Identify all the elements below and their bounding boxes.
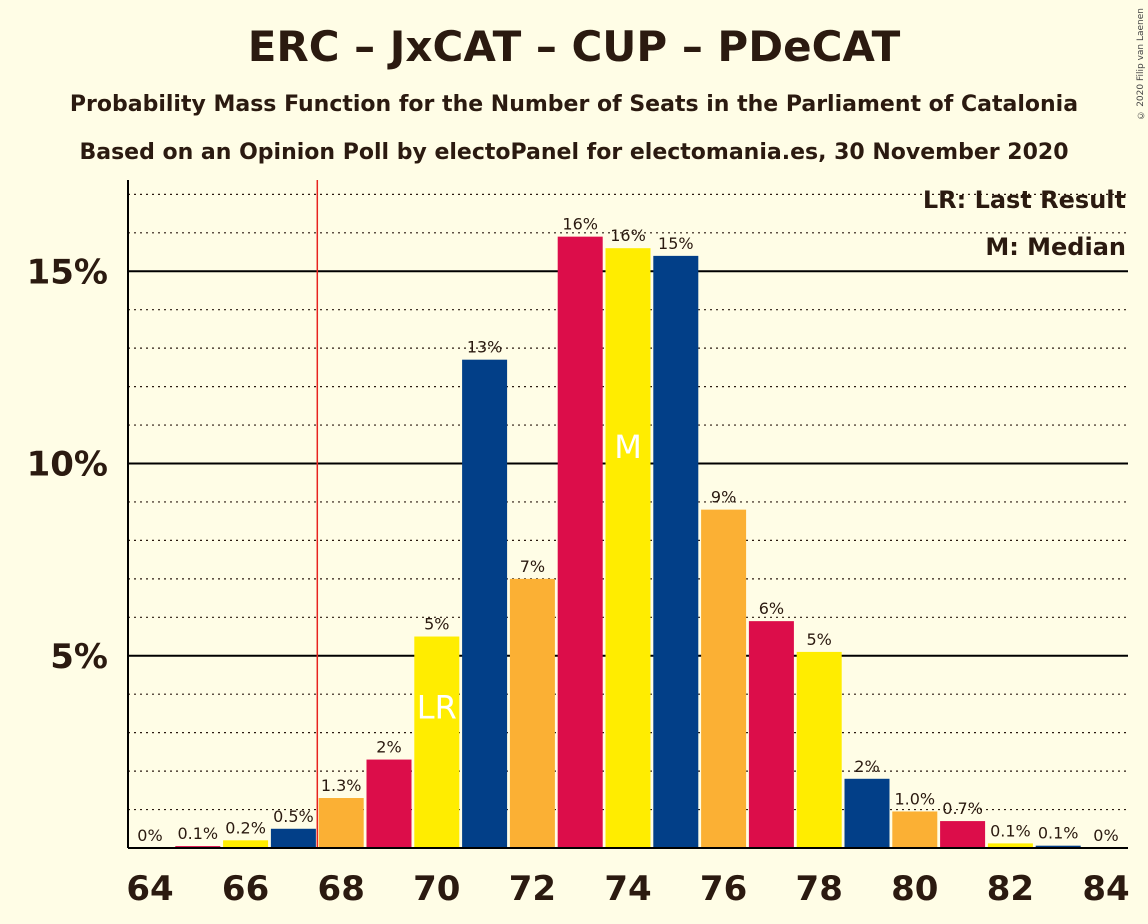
- data-label-seat-65: 0.1%: [177, 824, 218, 843]
- y-tick-label: 5%: [50, 637, 108, 677]
- data-label-seat-76: 9%: [711, 488, 736, 507]
- data-label-seat-80: 1.0%: [894, 789, 935, 808]
- bar-seat-75: [653, 255, 699, 848]
- median-marker: M: [614, 428, 642, 466]
- x-tick-label: 78: [796, 869, 843, 909]
- x-tick-label: 66: [222, 869, 269, 909]
- chart-title: ERC – JxCAT – CUP – PDeCAT: [247, 22, 901, 71]
- data-label-seat-69: 2%: [376, 738, 401, 757]
- data-label-seat-77: 6%: [759, 599, 784, 618]
- x-tick-label: 64: [126, 869, 173, 909]
- data-label-seat-70: 5%: [424, 615, 449, 634]
- bar-seat-74: [605, 248, 651, 848]
- bar-seat-66: [223, 840, 269, 848]
- data-label-seat-71: 13%: [467, 338, 503, 357]
- bar-seat-72: [509, 578, 555, 848]
- chart-subtitle: Probability Mass Function for the Number…: [69, 92, 1079, 117]
- data-label-seat-79: 2%: [854, 757, 879, 776]
- data-label-seat-84: 0%: [1093, 826, 1118, 845]
- x-tick-label: 68: [318, 869, 365, 909]
- bar-seat-68: [318, 798, 364, 848]
- data-label-seat-67: 0.5%: [273, 807, 314, 826]
- bar-seat-67: [270, 828, 316, 848]
- x-tick-label: 76: [700, 869, 747, 909]
- bar-seat-70: [414, 636, 460, 848]
- y-tick-label: 15%: [27, 252, 108, 292]
- data-label-seat-73: 16%: [562, 215, 598, 234]
- bar-seat-69: [366, 759, 412, 848]
- bar-seat-73: [557, 236, 603, 848]
- data-label-seat-64: 0%: [137, 826, 162, 845]
- data-label-seat-68: 1.3%: [321, 776, 362, 795]
- bar-seat-82: [987, 843, 1033, 848]
- data-label-seat-75: 15%: [658, 234, 694, 253]
- data-label-seat-82: 0.1%: [990, 821, 1031, 840]
- legend-entry: M: Median: [985, 233, 1126, 261]
- bar-seat-80: [892, 811, 938, 848]
- bar-seat-71: [462, 359, 508, 848]
- y-tick-label: 10%: [27, 445, 108, 485]
- data-label-seat-74: 16%: [610, 226, 646, 245]
- x-tick-label: 70: [413, 869, 460, 909]
- data-label-seat-72: 7%: [520, 557, 545, 576]
- data-label-seat-66: 0.2%: [225, 818, 266, 837]
- x-tick-label: 74: [604, 869, 651, 909]
- bar-seat-81: [940, 821, 986, 848]
- x-tick-label: 80: [891, 869, 938, 909]
- bar-seat-77: [748, 621, 794, 848]
- bar-seat-78: [796, 651, 842, 848]
- last-result-marker: LR: [417, 688, 457, 726]
- x-tick-label: 72: [509, 869, 556, 909]
- bar-seat-83: [1035, 845, 1081, 848]
- data-label-seat-83: 0.1%: [1038, 824, 1079, 843]
- bar-seat-79: [844, 778, 890, 848]
- data-label-seat-78: 5%: [807, 630, 832, 649]
- chart-source-line: Based on an Opinion Poll by electoPanel …: [79, 140, 1069, 165]
- bar-seat-76: [701, 509, 747, 848]
- x-tick-label: 82: [987, 869, 1034, 909]
- data-label-seat-81: 0.7%: [942, 799, 983, 818]
- x-tick-label: 84: [1082, 869, 1129, 909]
- legend-entry: LR: Last Result: [923, 186, 1126, 214]
